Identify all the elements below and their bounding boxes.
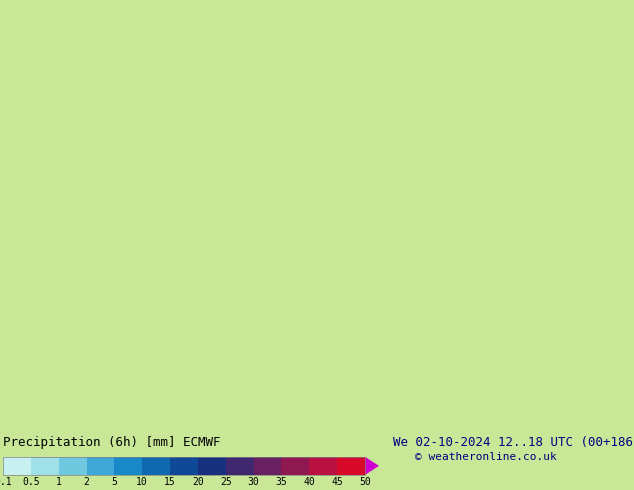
Bar xyxy=(31,457,59,475)
Bar xyxy=(254,457,281,475)
Text: 45: 45 xyxy=(332,477,343,487)
Text: 2: 2 xyxy=(84,477,89,487)
Text: 30: 30 xyxy=(248,477,259,487)
Bar xyxy=(198,457,226,475)
Text: © weatheronline.co.uk: © weatheronline.co.uk xyxy=(415,452,557,462)
Text: 5: 5 xyxy=(112,477,117,487)
Bar xyxy=(309,457,337,475)
Bar xyxy=(142,457,170,475)
Bar xyxy=(114,457,142,475)
Bar xyxy=(170,457,198,475)
Bar xyxy=(3,457,31,475)
Bar xyxy=(86,457,114,475)
Text: 50: 50 xyxy=(359,477,371,487)
Text: 35: 35 xyxy=(276,477,287,487)
Text: 40: 40 xyxy=(304,477,315,487)
Text: 0.5: 0.5 xyxy=(22,477,40,487)
Text: 10: 10 xyxy=(136,477,148,487)
Text: 1: 1 xyxy=(56,477,61,487)
Text: We 02-10-2024 12..18 UTC (00+186: We 02-10-2024 12..18 UTC (00+186 xyxy=(393,436,633,449)
Polygon shape xyxy=(365,457,379,475)
Bar xyxy=(226,457,254,475)
Text: Precipitation (6h) [mm] ECMWF: Precipitation (6h) [mm] ECMWF xyxy=(3,436,221,449)
Text: 20: 20 xyxy=(192,477,204,487)
Bar xyxy=(337,457,365,475)
Bar xyxy=(59,457,86,475)
Text: 0.1: 0.1 xyxy=(0,477,12,487)
Bar xyxy=(3,457,365,475)
Text: 25: 25 xyxy=(220,477,231,487)
Text: 15: 15 xyxy=(164,477,176,487)
Bar xyxy=(281,457,309,475)
